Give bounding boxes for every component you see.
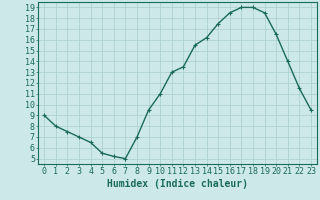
X-axis label: Humidex (Indice chaleur): Humidex (Indice chaleur) (107, 179, 248, 189)
